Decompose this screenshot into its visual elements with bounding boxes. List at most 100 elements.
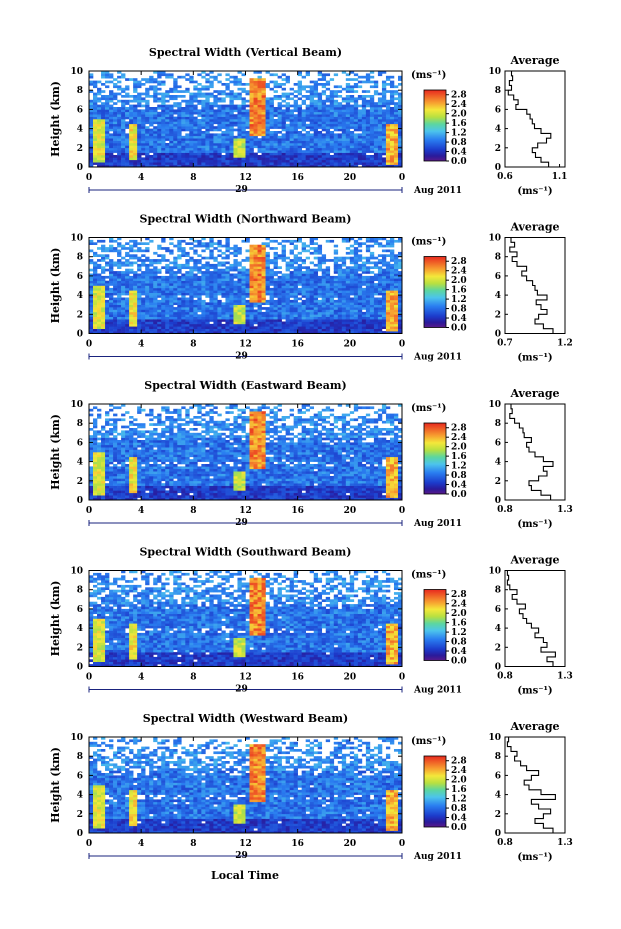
heatmap-cell bbox=[253, 152, 258, 156]
heatmap-cell bbox=[205, 87, 210, 91]
heatmap-cell bbox=[213, 99, 218, 103]
heatmap-cell bbox=[361, 95, 367, 98]
heatmap-cell bbox=[185, 73, 190, 77]
heatmap-cell bbox=[209, 71, 214, 74]
heatmap-cell bbox=[173, 159, 178, 163]
heatmap-cell bbox=[285, 119, 290, 122]
heatmap-cell bbox=[337, 157, 343, 161]
heatmap-cell bbox=[357, 311, 363, 315]
heatmap-cell bbox=[357, 123, 363, 127]
heatmap-cell bbox=[105, 155, 110, 158]
heatmap-cell bbox=[137, 159, 142, 163]
heatmap-cell bbox=[385, 135, 391, 139]
heatmap-cell bbox=[273, 271, 278, 274]
heatmap-cell bbox=[349, 321, 355, 325]
heatmap-cell bbox=[197, 140, 202, 144]
heatmap-cell bbox=[261, 273, 266, 277]
heatmap-cell bbox=[337, 311, 343, 315]
heatmap-cell bbox=[369, 140, 375, 144]
heatmap-cell bbox=[177, 299, 182, 303]
heatmap-cell bbox=[293, 244, 298, 248]
heatmap-cell bbox=[113, 297, 118, 301]
heatmap-cell bbox=[273, 80, 278, 84]
heatmap-cell bbox=[169, 162, 174, 165]
heatmap-cell bbox=[317, 114, 323, 117]
heatmap-cell bbox=[97, 278, 102, 281]
heatmap-cell bbox=[137, 114, 142, 117]
heatmap-cell bbox=[193, 157, 198, 161]
heatmap-cell bbox=[173, 292, 178, 296]
heatmap-cell bbox=[113, 275, 118, 279]
heatmap-cell bbox=[173, 261, 178, 265]
heatmap-cell bbox=[93, 157, 98, 161]
heatmap-cell bbox=[109, 302, 114, 305]
heatmap-cell bbox=[217, 323, 222, 327]
heatmap-cell bbox=[153, 261, 158, 265]
heatmap-cell bbox=[349, 85, 355, 89]
heatmap-cell bbox=[261, 133, 266, 137]
heatmap-cell bbox=[369, 297, 375, 301]
heatmap-cell bbox=[277, 275, 282, 279]
heatmap-cell bbox=[161, 302, 166, 305]
heatmap-cell bbox=[181, 116, 186, 120]
heatmap-cell bbox=[369, 133, 375, 137]
heatmap-cell bbox=[261, 111, 266, 115]
heatmap-cell bbox=[365, 131, 371, 134]
heatmap-cell bbox=[293, 102, 298, 105]
heatmap-cell bbox=[285, 159, 290, 163]
heatmap-cell bbox=[393, 123, 399, 127]
heatmap-cell bbox=[373, 331, 379, 334]
heatmap-cell bbox=[105, 107, 110, 110]
heatmap-cell bbox=[317, 321, 323, 325]
heatmap-cell bbox=[293, 90, 298, 93]
heatmap-cell bbox=[317, 123, 323, 127]
heatmap-cell bbox=[241, 280, 246, 284]
heatmap-cell bbox=[101, 157, 106, 161]
heatmap-cell bbox=[257, 271, 262, 274]
heatmap-cell bbox=[241, 152, 246, 156]
heatmap-cell bbox=[345, 140, 351, 144]
heatmap-cell bbox=[365, 138, 371, 141]
heatmap-cell bbox=[289, 104, 294, 108]
heatmap-cell bbox=[293, 326, 298, 329]
heatmap-cell bbox=[201, 121, 206, 125]
heatmap-cell bbox=[309, 116, 315, 120]
heatmap-cell bbox=[281, 95, 286, 98]
heatmap-cell bbox=[265, 299, 270, 303]
heatmap-cell bbox=[253, 331, 258, 334]
heatmap-cell bbox=[217, 319, 222, 322]
heatmap-cell bbox=[145, 263, 150, 267]
heatmap-cell bbox=[89, 114, 94, 117]
heatmap-cell bbox=[89, 159, 94, 163]
heatmap-cell bbox=[205, 133, 210, 137]
heatmap-cell bbox=[321, 292, 327, 296]
heatmap-cell bbox=[109, 104, 114, 108]
heatmap-cell bbox=[357, 323, 363, 327]
heatmap-cell bbox=[181, 321, 186, 325]
heatmap-cell bbox=[217, 97, 222, 101]
heatmap-cell bbox=[113, 121, 118, 125]
heatmap-cell bbox=[277, 150, 282, 153]
heatmap-cell bbox=[213, 147, 218, 151]
heatmap-cell bbox=[301, 121, 306, 125]
heatmap-cell bbox=[205, 138, 210, 141]
heatmap-cell bbox=[349, 123, 355, 127]
heatmap-cell bbox=[141, 321, 146, 325]
heatmap-cell bbox=[353, 242, 359, 245]
heatmap-cell bbox=[357, 155, 363, 158]
heatmap-cell bbox=[261, 280, 266, 284]
heatmap-cell bbox=[329, 299, 335, 303]
heatmap-cell bbox=[141, 319, 146, 322]
heatmap-cell bbox=[281, 275, 286, 279]
heatmap-cell bbox=[249, 114, 254, 117]
heatmap-cell bbox=[305, 73, 310, 77]
heatmap-cell bbox=[325, 114, 331, 117]
heatmap-cell bbox=[337, 138, 343, 141]
heatmap-cell bbox=[285, 78, 290, 81]
heatmap-cell bbox=[341, 278, 347, 281]
heatmap-cell bbox=[145, 131, 150, 134]
heatmap-cell bbox=[173, 78, 178, 81]
heatmap-cell bbox=[173, 152, 178, 156]
heatmap-cell bbox=[281, 273, 286, 277]
heatmap-cell bbox=[377, 159, 383, 163]
